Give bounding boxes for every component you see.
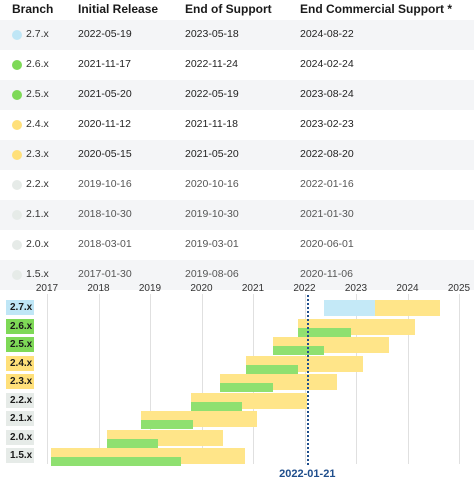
header-branch: Branch: [12, 2, 54, 16]
table-row: 2.0.x 2018-03-01 2019-03-01 2020-06-01: [0, 230, 474, 260]
year-tick-label: 2021: [241, 283, 265, 294]
cell-end-commercial-support: 2023-08-24: [300, 88, 354, 100]
active-support-bar: [51, 457, 181, 466]
cell-branch: 1.5.x: [26, 268, 49, 280]
cell-end-of-support: 2022-11-24: [185, 58, 238, 70]
timeline-branch-label: 2.0.x: [6, 429, 34, 445]
status-dot: [12, 270, 22, 280]
timeline-branch-label: 2.1.x: [6, 411, 34, 426]
support-timeline: 2017 2018 2019 2020 2021 2022 2023 2024 2025 2.7…: [0, 280, 474, 484]
timeline-branch-label: 2.4.x: [6, 355, 34, 371]
current-release-bar: [323, 300, 376, 316]
status-dot: [12, 180, 22, 190]
active-support-bar: [298, 327, 351, 337]
table-row: 2.1.x 2018-10-30 2019-10-30 2021-01-30: [0, 200, 474, 230]
active-support-bar: [141, 420, 193, 429]
status-dot: [12, 90, 22, 100]
table-row: 2.3.x 2020-05-15 2021-05-20 2022-08-20: [0, 140, 474, 170]
cell-initial-release: 2018-03-01: [78, 238, 132, 250]
cell-initial-release: 2021-11-17: [78, 58, 131, 70]
header-initial-release: Initial Release: [78, 2, 159, 16]
cell-end-commercial-support: 2022-08-20: [300, 148, 354, 160]
cell-branch: 2.3.x: [26, 148, 49, 160]
timeline-branch-label: 2.6.x: [6, 318, 34, 334]
year-gridline: [47, 294, 48, 464]
active-support-bar: [245, 364, 299, 374]
today-marker-label: 2022-01-21: [279, 468, 336, 480]
cell-end-commercial-support: 2020-11-06: [300, 268, 353, 280]
cell-end-commercial-support: 2024-08-22: [300, 28, 354, 40]
year-tick-label: 2018: [87, 283, 110, 294]
header-end-of-support: End of Support: [185, 2, 272, 16]
year-tick-label: 2020: [190, 283, 213, 294]
cell-initial-release: 2022-05-19: [78, 28, 132, 40]
timeline-branch-label: 2.5.x: [6, 337, 34, 352]
active-support-bar: [272, 346, 324, 355]
cell-initial-release: 2021-05-20: [78, 88, 132, 100]
today-marker-line: [307, 295, 310, 465]
cell-initial-release: 2020-05-15: [78, 148, 132, 160]
cell-initial-release: 2020-11-12: [78, 118, 131, 130]
cell-initial-release: 2018-10-30: [78, 208, 132, 220]
year-gridline: [98, 294, 100, 464]
year-gridline: [459, 294, 460, 464]
cell-end-of-support: 2022-05-19: [185, 88, 239, 100]
table-row: 2.7.x 2022-05-19 2023-05-18 2024-08-22: [0, 20, 474, 50]
cell-initial-release: 2017-01-30: [78, 268, 132, 280]
table-row: 1.5.x 2017-01-30 2019-08-06 2020-11-06: [0, 260, 474, 290]
table-row: 2.4.x 2020-11-12 2021-11-18 2023-02-23: [0, 110, 474, 140]
cell-end-of-support: 2019-03-01: [185, 238, 239, 250]
cell-end-of-support: 2020-10-16: [185, 178, 239, 190]
cell-end-commercial-support: 2023-02-23: [300, 118, 354, 130]
cell-end-of-support: 2021-05-20: [185, 148, 239, 160]
status-dot: [12, 60, 22, 70]
year-tick-label: 2019: [138, 283, 162, 294]
status-dot: [12, 30, 22, 40]
timeline-branch-label: 1.5.x: [6, 448, 34, 463]
cell-end-commercial-support: 2024-02-24: [300, 58, 354, 70]
year-tick-label: 2024: [396, 283, 419, 294]
status-dot: [12, 240, 22, 250]
cell-end-of-support: 2019-10-30: [185, 208, 239, 220]
cell-branch: 2.6.x: [26, 58, 49, 70]
timeline-branch-label: 2.7.x: [6, 300, 34, 315]
year-tick-label: 2017: [35, 283, 59, 294]
cell-end-of-support: 2019-08-06: [185, 268, 239, 280]
cell-initial-release: 2019-10-16: [78, 178, 132, 190]
status-dot: [12, 150, 22, 160]
cell-end-of-support: 2023-05-18: [185, 28, 239, 40]
cell-branch: 2.0.x: [26, 238, 49, 250]
table-row: 2.2.x 2019-10-16 2020-10-16 2022-01-16: [0, 170, 474, 200]
cell-branch: 2.7.x: [26, 28, 49, 40]
status-dot: [12, 120, 22, 130]
active-support-bar: [220, 383, 273, 392]
year-tick-label: 2023: [344, 283, 368, 294]
cell-end-commercial-support: 2022-01-16: [300, 178, 354, 190]
timeline-branch-label: 2.3.x: [6, 374, 34, 389]
year-tick-label: 2025: [447, 283, 471, 294]
cell-branch: 2.2.x: [26, 178, 49, 190]
year-tick-label: 2022: [293, 283, 316, 294]
cell-branch: 2.4.x: [26, 118, 49, 130]
year-gridline: [201, 294, 203, 464]
cell-end-of-support: 2021-11-18: [185, 118, 238, 130]
active-support-bar: [106, 438, 159, 448]
year-gridline: [150, 294, 151, 464]
year-gridline: [356, 294, 357, 464]
cell-end-commercial-support: 2020-06-01: [300, 238, 354, 250]
status-dot: [12, 210, 22, 220]
table-row: 2.5.x 2021-05-20 2022-05-19 2023-08-24: [0, 80, 474, 110]
table-row: 2.6.x 2021-11-17 2022-11-24 2024-02-24: [0, 50, 474, 80]
year-gridline: [407, 294, 409, 464]
cell-end-commercial-support: 2021-01-30: [300, 208, 354, 220]
cell-branch: 2.5.x: [26, 88, 49, 100]
timeline-branch-label: 2.2.x: [6, 392, 34, 408]
active-support-bar: [190, 401, 243, 411]
header-end-commercial-support: End Commercial Support *: [300, 2, 453, 16]
cell-branch: 2.1.x: [26, 208, 49, 220]
